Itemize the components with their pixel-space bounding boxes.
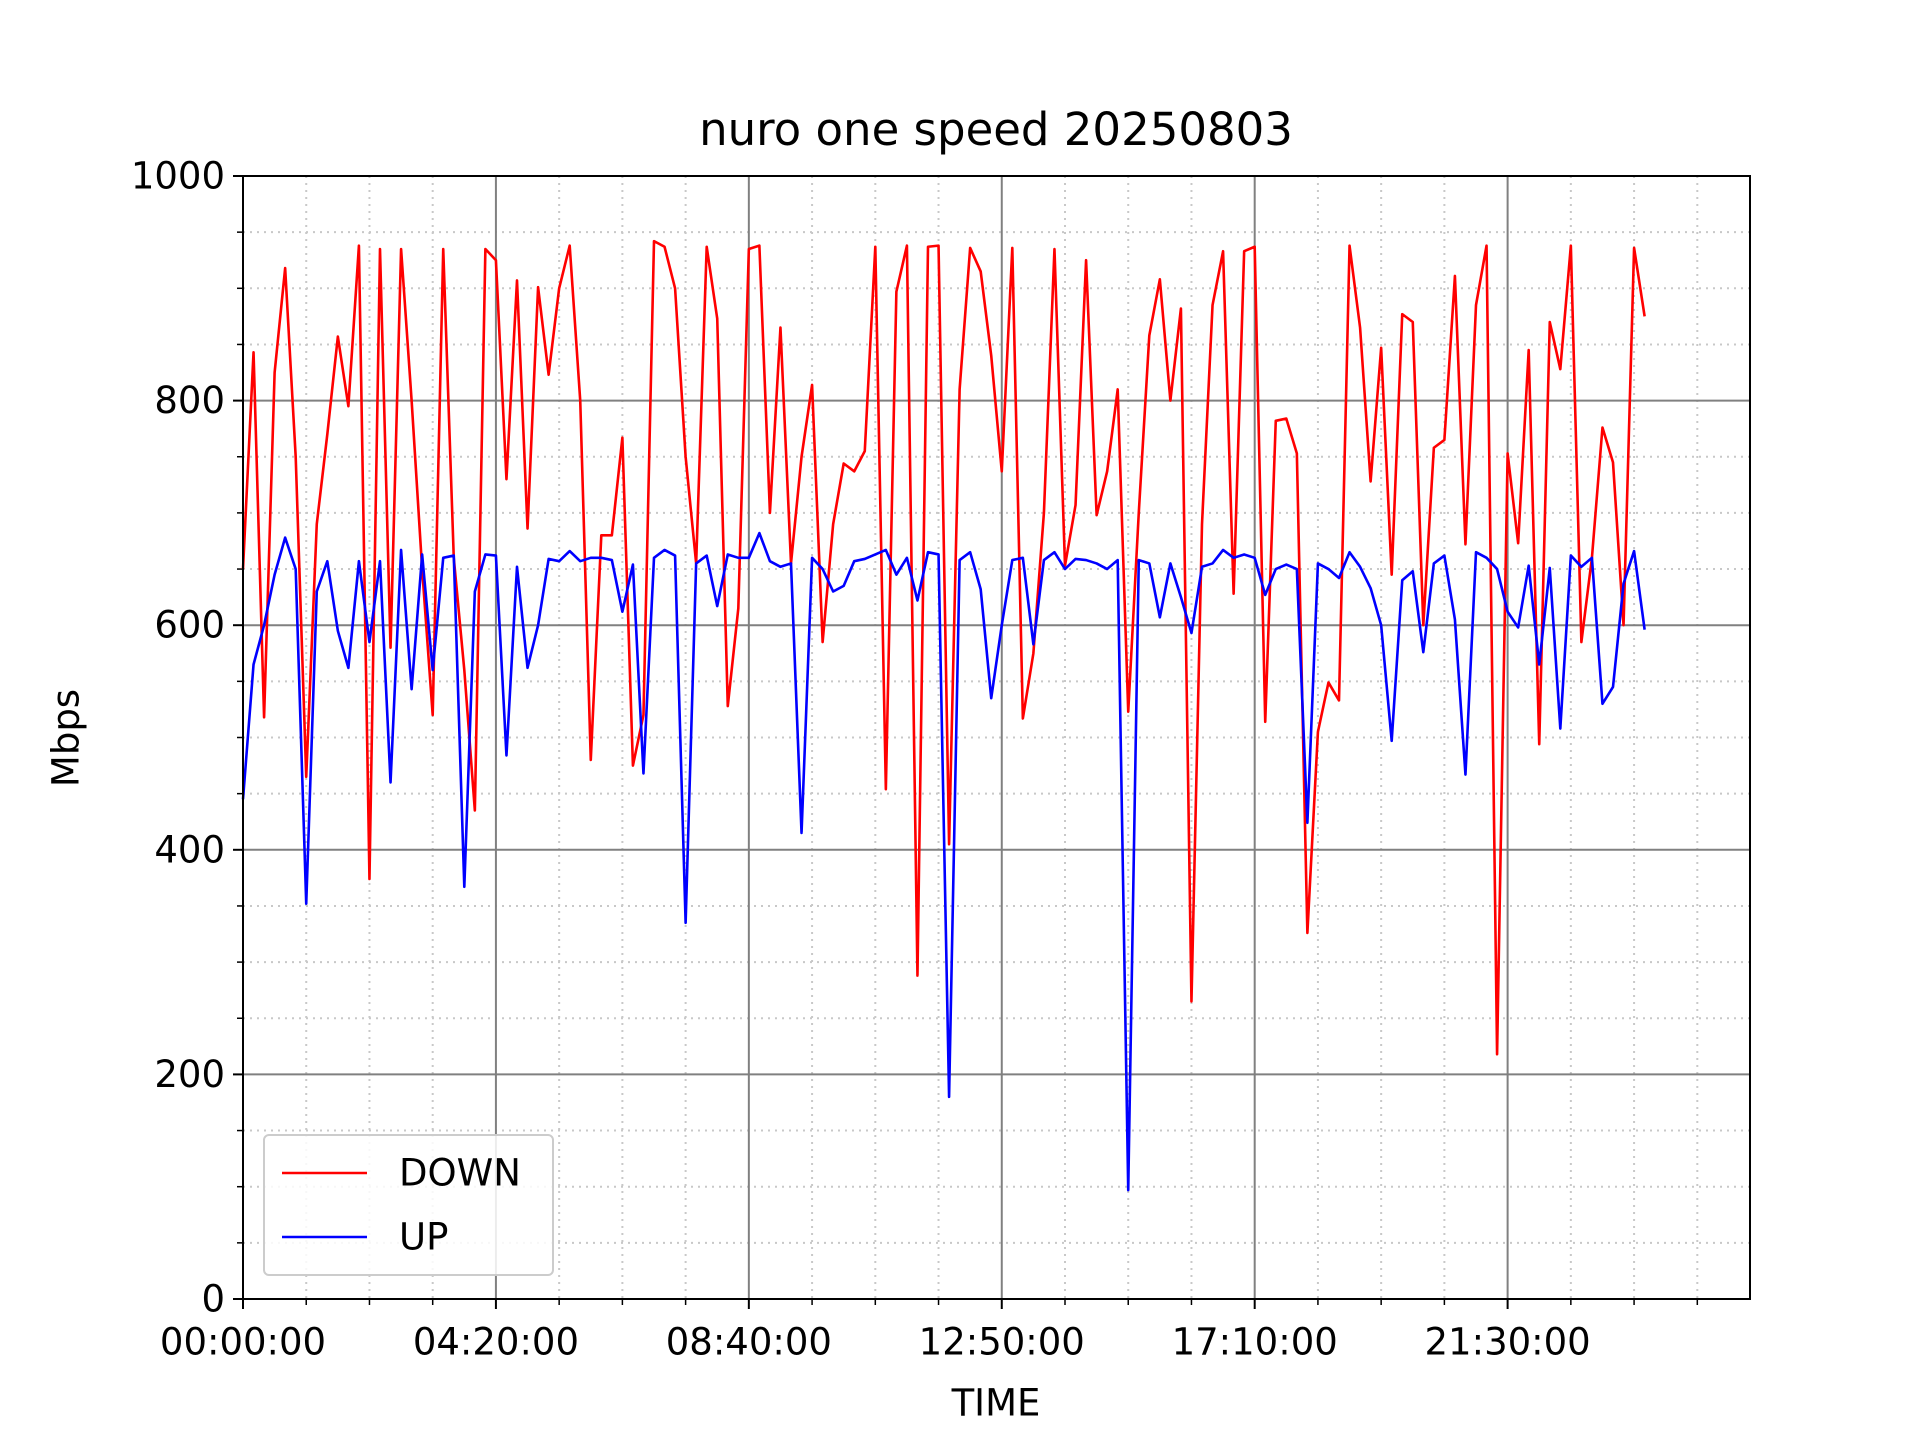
y-tick-label: 0 [201,1278,225,1321]
y-tick-label: 800 [154,379,225,422]
x-tick-label: 12:50:00 [919,1321,1085,1364]
y-axis-label: Mbps [45,689,88,787]
x-tick-label: 17:10:00 [1172,1321,1338,1364]
x-tick-label: 08:40:00 [666,1321,832,1364]
legend-label: UP [399,1216,448,1259]
y-tick-label: 600 [154,604,225,647]
x-tick-label: 04:20:00 [413,1321,579,1364]
plot-frame [242,175,1751,1300]
x-tick-label: 21:30:00 [1425,1321,1591,1364]
y-tick-label: 1000 [131,155,225,198]
legend-box [263,1134,554,1276]
x-axis-label: TIME [951,1382,1041,1425]
series-line [241,239,1646,1056]
series-line [241,531,1646,1192]
legend-label: DOWN [399,1152,521,1195]
x-tick-label: 00:00:00 [160,1321,326,1364]
y-tick-label: 400 [154,828,225,871]
legend: DOWN UP [263,1134,554,1276]
chart-title: nuro one speed 20250803 [699,103,1293,156]
y-tick-label: 200 [154,1053,225,1096]
